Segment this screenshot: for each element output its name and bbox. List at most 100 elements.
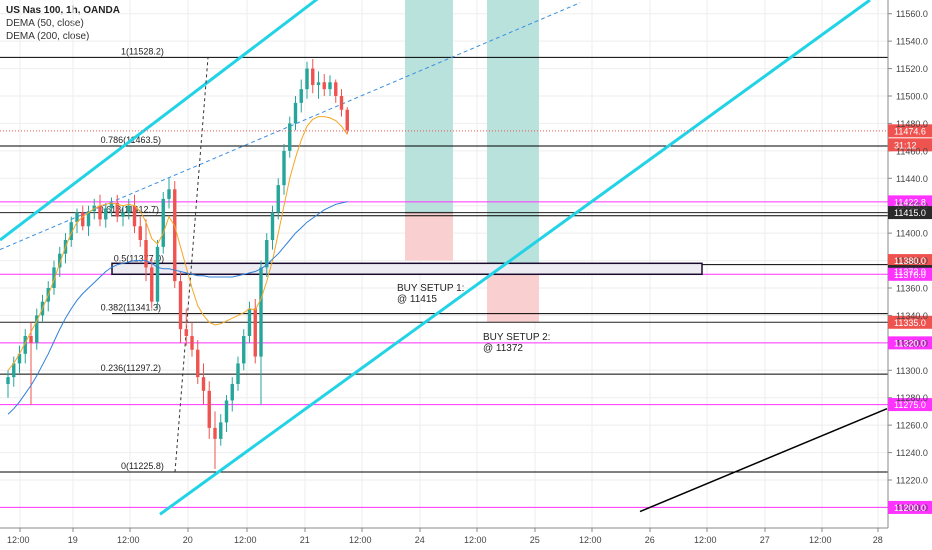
candle-body: [155, 246, 160, 302]
fib-label: 0.5(11377.0): [114, 254, 164, 264]
candle-body: [184, 329, 188, 336]
candle-body: [150, 267, 154, 302]
price-tick-label: 11440.0: [896, 174, 928, 184]
candle-body: [282, 150, 286, 186]
price-tick-label: 11340.0: [896, 311, 928, 321]
channel-line: [0, 0, 319, 242]
price-tick-label: 11560.0: [896, 9, 928, 19]
fib-label: 0(11225.8): [121, 461, 164, 471]
fib-label: 0.236(11297.2): [101, 363, 161, 373]
candle-body: [58, 253, 62, 268]
time-tick-label: 12:00: [694, 535, 717, 545]
candle-body: [224, 400, 229, 423]
price-tick-label: 11360.0: [896, 284, 928, 294]
setup-label: BUY SETUP 1:: [397, 283, 464, 294]
candle-body: [52, 267, 56, 288]
dema200-line: [7, 201, 348, 415]
candle-body: [104, 208, 108, 220]
candle-body: [316, 82, 321, 86]
candle-body: [219, 422, 223, 439]
time-tick-label: 12:00: [809, 535, 832, 545]
legend-dema200: DEMA (200, close): [6, 31, 90, 42]
price-tick-label: 11380.0: [896, 256, 928, 266]
candle-body: [213, 427, 217, 439]
candle-body: [339, 96, 344, 110]
price-tick-label: 11200.0: [896, 503, 928, 513]
candle-body: [173, 189, 177, 282]
time-tick-label: 24: [415, 535, 425, 545]
setup-price: @ 11415: [397, 294, 437, 305]
candle-body: [305, 68, 309, 90]
time-tick-label: 12:00: [117, 535, 140, 545]
candle-body: [276, 185, 280, 213]
candle-body: [86, 211, 91, 227]
price-badge: [888, 254, 932, 268]
candle-body: [247, 308, 252, 336]
time-tick-label: 26: [645, 535, 655, 545]
candle-body: [293, 102, 298, 124]
price-tick-label: 11220.0: [896, 476, 928, 486]
candle-body: [109, 202, 114, 209]
candle-body: [242, 336, 246, 364]
candle-body: [132, 205, 137, 227]
candle-body: [29, 336, 33, 343]
price-tick-label: 11520.0: [896, 64, 928, 74]
candle-body: [265, 240, 269, 268]
time-tick-label: 12:00: [579, 535, 602, 545]
candle-body: [288, 123, 292, 151]
candle-body: [6, 377, 10, 384]
candle-body: [207, 390, 211, 428]
price-badge-label: 11474.6: [894, 126, 926, 136]
candle-body: [167, 189, 171, 199]
price-badge: [888, 315, 932, 329]
price-tick-label: 11240.0: [896, 448, 928, 458]
price-badge-label: 31:12: [894, 140, 917, 150]
time-tick-label: 28: [873, 535, 883, 545]
candle-body: [161, 198, 165, 247]
candle-body: [322, 82, 326, 90]
price-badge: [888, 336, 932, 350]
candle-body: [334, 82, 338, 96]
price-tick-label: 11300.0: [896, 366, 928, 376]
candle-body: [299, 89, 303, 103]
fib-label: 0.382(11341.3): [101, 303, 161, 313]
candle-body: [236, 363, 240, 384]
candle-body: [253, 308, 257, 357]
candle-body: [35, 315, 39, 343]
setup-price: @ 11372: [483, 343, 523, 354]
candle-body: [127, 205, 131, 213]
support-zone: [111, 262, 703, 276]
price-badge-label: 11380.0: [894, 256, 926, 266]
setup-label: BUY SETUP 2:: [483, 332, 550, 343]
candle-body: [98, 205, 102, 220]
price-badge: [888, 206, 932, 220]
price-badge: [888, 267, 932, 281]
price-tick-label: 11320.0: [896, 338, 928, 348]
price-badge: [888, 124, 932, 138]
candle-body: [259, 267, 263, 357]
time-tick-label: 27: [760, 535, 770, 545]
time-tick-label: 12:00: [464, 535, 487, 545]
price-tick-label: 11460.0: [896, 146, 928, 156]
channel-line: [159, 0, 871, 516]
take-profit-zone: [405, 0, 453, 213]
price-tick-label: 11260.0: [896, 421, 928, 431]
time-tick-label: 20: [183, 535, 193, 545]
candle-body: [75, 212, 79, 223]
price-tick-label: 11540.0: [896, 37, 928, 47]
candle-body: [12, 363, 16, 378]
time-tick-label: 21: [300, 535, 310, 545]
candle-body: [178, 281, 183, 330]
trend-line: [639, 407, 888, 513]
price-tick-label: 11500.0: [896, 92, 928, 102]
candle-body: [144, 240, 148, 268]
price-badge: [888, 138, 932, 152]
price-tick-label: 11280.0: [896, 393, 928, 403]
stop-loss-zone: [487, 271, 539, 323]
time-tick-label: 12:00: [349, 535, 372, 545]
price-badge-label: 11372.0: [894, 267, 926, 277]
legend-title: US Nas 100, 1h, OANDA: [6, 5, 120, 16]
price-axis: [887, 0, 932, 550]
price-badge-label: 11415.0: [894, 208, 926, 218]
